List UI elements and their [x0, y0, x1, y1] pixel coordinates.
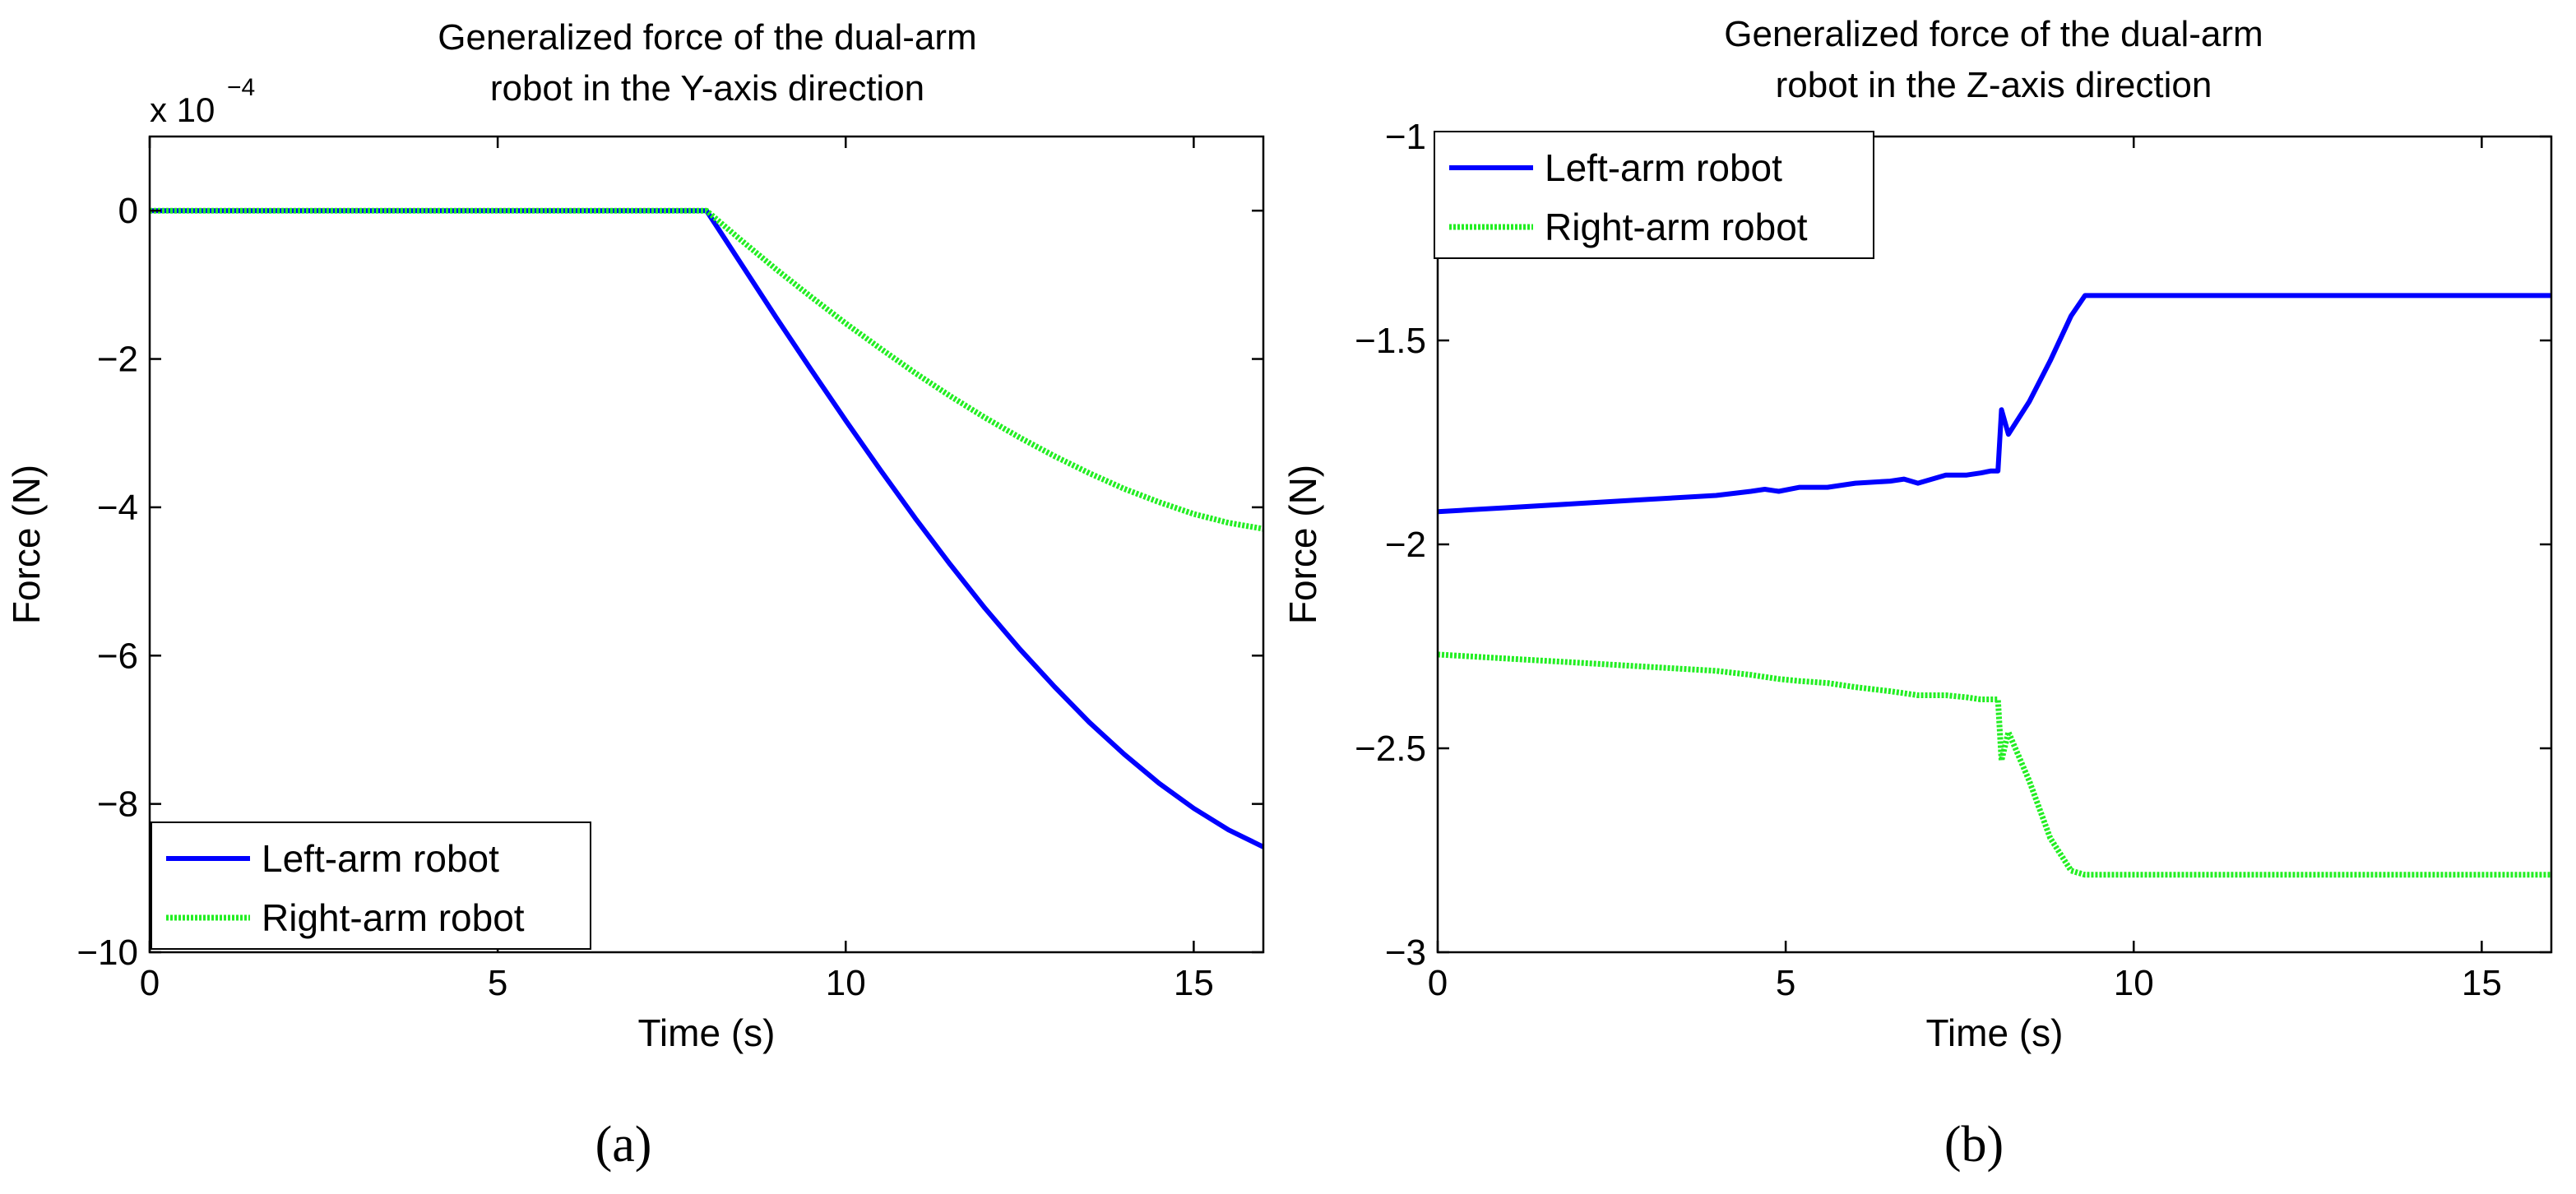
legend-label: Right-arm robot [262, 896, 525, 939]
legend: Left-arm robot Right-arm robot [1434, 131, 1874, 259]
legend-label: Left-arm robot [1545, 146, 1782, 189]
series-group [150, 207, 1265, 849]
series-group [1437, 293, 2551, 878]
series-line-right-arm [1437, 651, 2551, 878]
x-tick-label: 10 [2114, 963, 2154, 1003]
y-tick-label: −2 [97, 340, 138, 380]
chart-title-line: Generalized force of the dual-arm [438, 17, 976, 58]
x-axis-label: Time (s) [1926, 1011, 2064, 1054]
x-tick-label: 10 [826, 963, 866, 1003]
axis-multiplier: x 10 −4 [150, 74, 255, 129]
legend-frame [151, 821, 591, 950]
x-tick-label: 0 [1428, 963, 1448, 1003]
y-tick-label: −8 [97, 784, 138, 825]
y-tick-label: −3 [1385, 933, 1426, 973]
multiplier-exponent: −4 [227, 74, 255, 101]
x-tick-label: 5 [488, 963, 507, 1003]
series-line-right-arm [150, 207, 1264, 532]
y-tick-label: −10 [76, 933, 138, 973]
legend-label: Right-arm robot [1545, 206, 1808, 248]
chart-title-line: robot in the Z-axis direction [1776, 65, 2212, 105]
chart-panel-b: Generalized force of the dual-arm robot i… [1281, 14, 2553, 1173]
y-tick-label: −4 [97, 488, 138, 528]
legend-label: Left-arm robot [262, 837, 499, 880]
y-tick-label: 0 [118, 191, 138, 231]
x-axis-label: Time (s) [638, 1011, 776, 1054]
y-tick-label: −6 [97, 636, 138, 676]
y-tick-label: −1 [1385, 117, 1426, 157]
legend: Left-arm robot Right-arm robot [151, 821, 591, 950]
series-line-left-arm [150, 208, 1265, 849]
y-tick-label: −2 [1385, 525, 1426, 565]
chart-title-line: robot in the Y-axis direction [490, 68, 924, 109]
legend-frame [1434, 131, 1874, 259]
chart-title-line: Generalized force of the dual-arm [1724, 14, 2263, 54]
y-axis-label: Force (N) [5, 465, 48, 624]
x-tick-label: 0 [140, 963, 160, 1003]
multiplier-base: x 10 [150, 90, 215, 129]
panel-label: (b) [1944, 1117, 2004, 1173]
series-line-left-arm [1437, 293, 2551, 515]
x-tick-label: 5 [1776, 963, 1795, 1003]
y-tick-label: −1.5 [1355, 321, 1426, 361]
plot-area-frame [148, 135, 1265, 954]
y-axis-label: Force (N) [1281, 465, 1324, 624]
panel-label: (a) [595, 1117, 652, 1173]
x-tick-label: 15 [1174, 963, 1214, 1003]
chart-panel-a: Generalized force of the dual-arm robot i… [5, 17, 1265, 1173]
x-tick-label: 15 [2462, 963, 2502, 1003]
y-tick-label: −2.5 [1355, 729, 1426, 769]
